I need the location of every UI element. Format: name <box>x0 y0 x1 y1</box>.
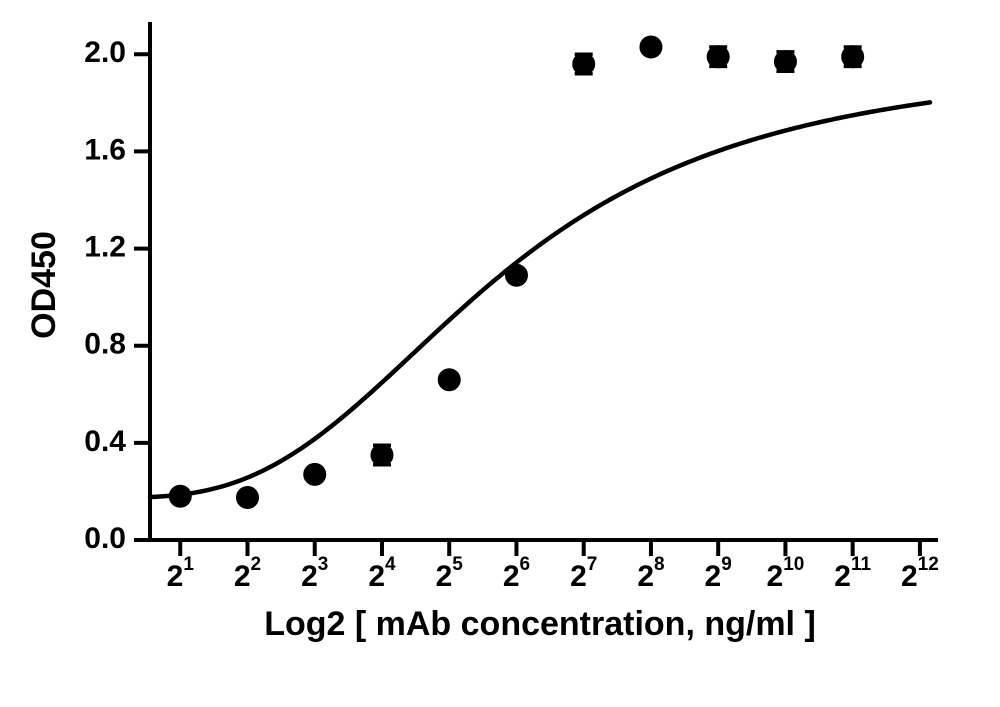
y-tick-label: 1.2 <box>84 230 126 263</box>
data-point <box>237 487 259 509</box>
y-tick-label: 0.4 <box>84 425 126 458</box>
data-point <box>774 51 796 73</box>
y-tick-label: 0.8 <box>84 328 126 361</box>
data-point <box>640 36 662 58</box>
y-tick-label: 2.0 <box>84 36 126 69</box>
data-point <box>707 46 729 68</box>
data-point <box>842 46 864 68</box>
data-point <box>438 369 460 391</box>
data-point <box>304 463 326 485</box>
data-point <box>505 264 527 286</box>
y-tick-label: 0.0 <box>84 522 126 555</box>
dose-response-chart: 0.00.40.81.21.62.02122232425262728292102… <box>0 0 1000 707</box>
data-point <box>573 53 595 75</box>
data-point <box>169 485 191 507</box>
y-axis-title: OD450 <box>25 231 63 339</box>
x-axis-title: Log2 [ mAb concentration, ng/ml ] <box>264 605 816 643</box>
data-point <box>371 444 393 466</box>
y-tick-label: 1.6 <box>84 133 126 166</box>
chart-container: 0.00.40.81.21.62.02122232425262728292102… <box>0 0 1000 707</box>
